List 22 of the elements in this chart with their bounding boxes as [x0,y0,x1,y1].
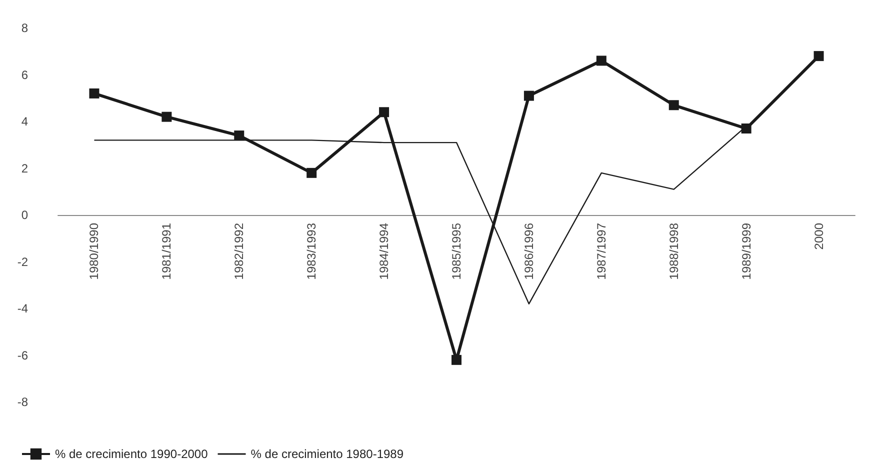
x-tick-label: 1987/1997 [594,222,608,280]
x-tick-label: 1985/1995 [450,222,464,280]
y-tick-label: -6 [17,348,28,362]
x-tick-label: 1980/1990 [87,222,102,280]
x-tick-label: 1981/1991 [160,222,174,280]
y-tick-label: 2 [21,161,28,176]
y-tick-label: -8 [17,395,28,409]
x-tick-label: 1984/1994 [377,222,392,280]
y-tick-label: 0 [21,208,28,222]
y-tick-label: -2 [17,254,28,269]
legend-label: % de crecimiento 1990-2000 [55,447,208,461]
legend-label: % de crecimiento 1980-1989 [250,447,404,461]
x-tick-label: 1986/1996 [522,222,536,280]
x-tick-label: 1983/1993 [304,222,319,280]
x-tick-label: 1989/1999 [739,222,754,280]
y-tick-label: 8 [21,21,28,35]
x-tick-label: 2000 [812,222,826,250]
x-tick-label: 1982/1992 [232,222,246,280]
y-tick-label: 4 [21,114,28,128]
x-tick-label: 1988/1998 [666,222,681,280]
y-tick-label: 6 [21,68,28,82]
y-tick-label: -4 [17,302,28,316]
